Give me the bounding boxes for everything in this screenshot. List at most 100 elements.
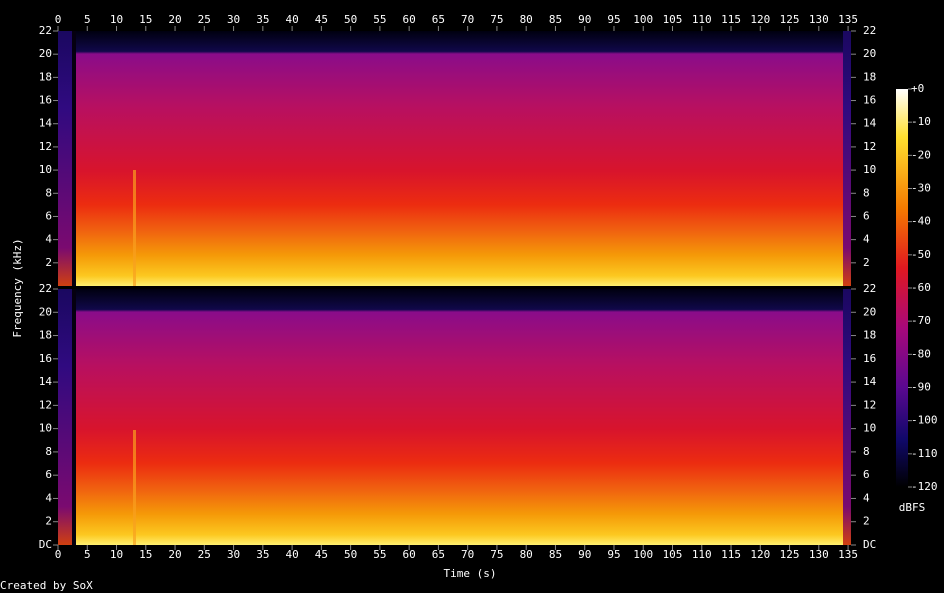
transient [133,170,136,286]
footer: Created by SoX [0,579,93,592]
x-tick-label: 30 [227,548,240,561]
outro-region [843,31,851,286]
x-tick-label: 20 [168,13,181,26]
x-tick-label: 85 [549,13,562,26]
y-tick-label: 12 [863,140,876,153]
x-tick-label: 5 [84,13,91,26]
y-tick-label: 18 [863,329,876,342]
y-tick-label: 14 [863,117,877,130]
x-tick-label: 55 [373,13,386,26]
x-tick-label: 125 [780,13,800,26]
x-tick-label: 120 [750,13,770,26]
gap [72,31,76,286]
x-tick-label: 45 [315,13,328,26]
x-tick-label: 0 [55,548,62,561]
x-axis-label: Time (s) [444,567,497,580]
y-tick-label: 6 [45,209,52,222]
y-tick-label: 14 [39,375,53,388]
spectrogram-body [58,31,851,545]
y-tick-label: 12 [39,140,52,153]
x-tick-label: 85 [549,548,562,561]
x-tick-label: 50 [344,13,357,26]
y-tick-label: 22 [39,282,52,295]
x-tick-label: 70 [461,548,474,561]
y-tick-label: 10 [863,163,876,176]
y-tick-label: 18 [39,70,52,83]
colorbar-tick-label: -50 [911,248,931,261]
x-tick-label: 15 [139,548,152,561]
x-tick-label: 95 [607,13,620,26]
y-tick-label: 18 [39,329,52,342]
channel-2-image [58,289,851,545]
y-tick-label: 20 [863,305,876,318]
x-tick-label: 30 [227,13,240,26]
x-tick-label: 65 [432,548,445,561]
colorbar-label: dBFS [899,501,926,514]
y-tick-label: 8 [863,445,870,458]
y-tick-label: 16 [39,352,52,365]
y-tick-label: 8 [45,186,52,199]
x-tick-label: 130 [809,548,829,561]
y-tick-label: 16 [39,94,52,107]
colorbar-tick-label: -30 [911,182,931,195]
y-tick-label: 16 [863,352,876,365]
channel-1-image [58,31,851,286]
transient [133,430,136,545]
x-tick-label: 55 [373,548,386,561]
y-tick-label: 4 [45,491,52,504]
colorbar [896,89,908,487]
y-tick-label: 20 [863,47,876,60]
y-tick-label: 4 [863,491,870,504]
x-tick-label: 25 [198,13,211,26]
x-tick-label: 60 [403,548,416,561]
x-tick-label: 75 [490,13,503,26]
x-tick-label: 110 [692,548,712,561]
y-tick-label: 18 [863,70,876,83]
x-tick-label: 90 [578,548,591,561]
y-tick-label: 10 [39,163,52,176]
y-axis-label: Frequency (kHz) [11,238,24,337]
y-tick-label: 22 [863,24,876,37]
y-tick-label: 4 [45,233,52,246]
gap [72,289,76,545]
x-tick-label: 50 [344,548,357,561]
x-tick-label: 65 [432,13,445,26]
y-tick-label: 10 [39,422,52,435]
y-tick-label: 6 [863,209,870,222]
colorbar-tick-label: -120 [911,480,938,493]
x-tick-label: 25 [198,548,211,561]
y-tick-label: 12 [39,398,52,411]
y-tick-label: 16 [863,94,876,107]
x-tick-label: 45 [315,548,328,561]
x-tick-label: 40 [285,548,298,561]
x-tick-label: 70 [461,13,474,26]
colorbar-tick-label: -100 [911,414,938,427]
y-tick-label: DC [39,538,52,551]
outro-region [843,289,851,545]
colorbar-tick-label: -70 [911,314,931,327]
x-tick-label: 100 [633,13,653,26]
x-tick-label: 35 [256,13,269,26]
y-tick-label: 14 [863,375,877,388]
x-tick-label: 20 [168,548,181,561]
x-tick-label: 75 [490,548,503,561]
y-tick-label: 2 [45,256,52,269]
x-tick-label: 95 [607,548,620,561]
x-tick-label: 130 [809,13,829,26]
y-tick-label: 6 [45,468,52,481]
x-tick-label: 35 [256,548,269,561]
x-tick-label: 10 [110,548,123,561]
y-tick-label: 20 [39,305,52,318]
x-tick-label: 135 [838,13,858,26]
x-tick-label: 100 [633,548,653,561]
intro-region [58,289,72,545]
y-tick-label: DC [863,538,876,551]
colorbar-tick-label: -40 [911,215,931,228]
colorbar-tick-label: +0 [911,82,924,95]
x-tick-label: 115 [721,548,741,561]
x-tick-label: 5 [84,548,91,561]
y-tick-label: 20 [39,47,52,60]
x-tick-label: 60 [403,13,416,26]
